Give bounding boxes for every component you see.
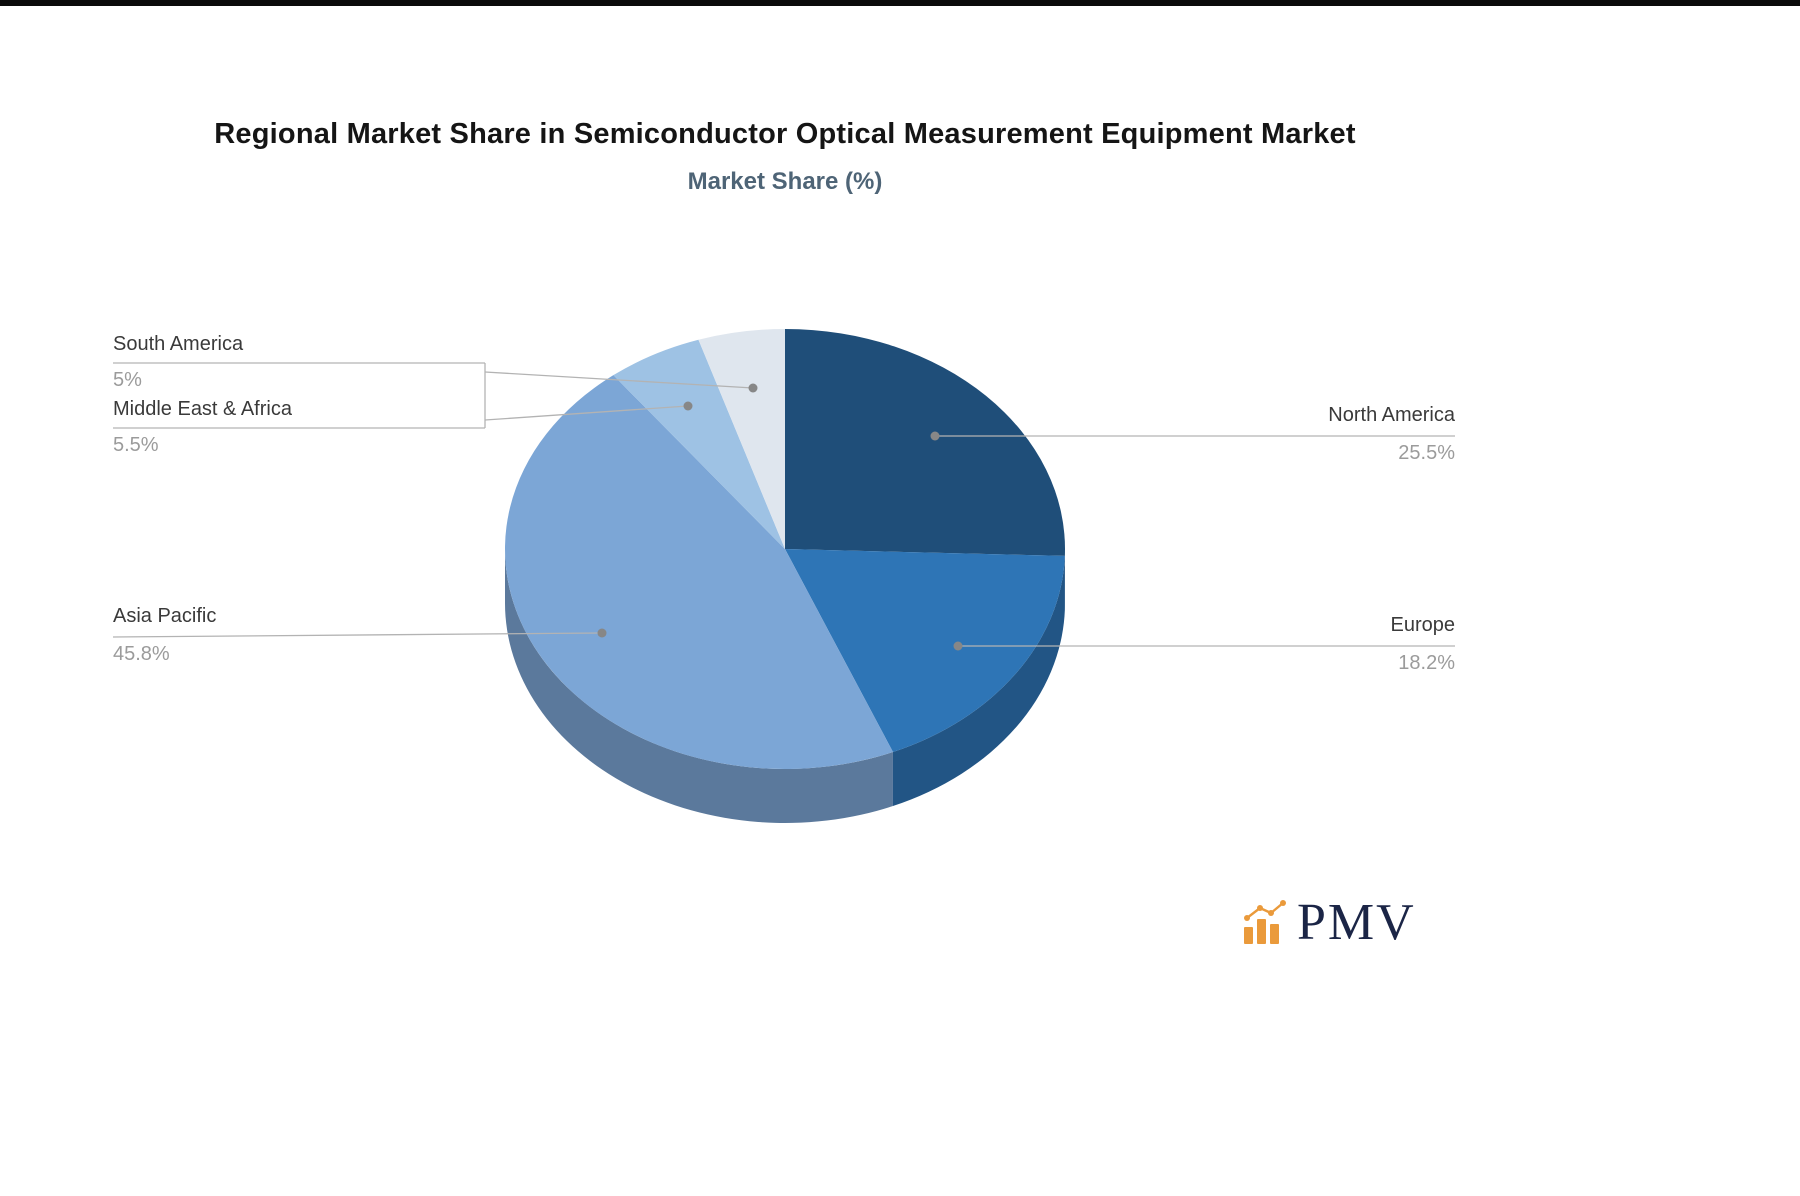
callout-value-asia-pacific: 45.8% xyxy=(113,643,170,665)
callout-leader-south-america xyxy=(484,371,754,389)
callout-label-europe: Europe xyxy=(1390,614,1456,636)
pie-slices xyxy=(505,329,1065,823)
pie-slice-side-europe xyxy=(892,555,1065,806)
callout-leader-lines xyxy=(112,362,1455,647)
callout-value-north-america: 25.5% xyxy=(1398,442,1455,464)
callout-dots xyxy=(597,383,963,651)
pie-slice-side-asia-pacific xyxy=(505,549,893,823)
chart-subtitle: Market Share (%) xyxy=(687,168,883,195)
callout-dot-europe xyxy=(953,641,963,651)
callout-leader-asia-pacific xyxy=(112,632,603,638)
callout-dot-north-america xyxy=(930,431,940,441)
callout-label-middle-east-africa: Middle East & Africa xyxy=(113,398,292,420)
callout-leader-middle-east-africa xyxy=(484,405,689,421)
pie-slice-asia-pacific xyxy=(505,375,893,769)
callout-label-asia-pacific: Asia Pacific xyxy=(113,605,217,627)
chart-title: Regional Market Share in Semiconductor O… xyxy=(214,118,1356,150)
top-edge xyxy=(0,0,1800,6)
pie-slice-north-america xyxy=(785,329,1065,556)
pie-slice-europe xyxy=(785,549,1065,752)
bar-chart-icon xyxy=(1244,900,1286,944)
callout-label-south-america: South America xyxy=(113,333,244,355)
callout-value-south-america: 5% xyxy=(113,369,142,391)
callout-value-europe: 18.2% xyxy=(1398,652,1455,674)
pie-slice-middle-east-africa xyxy=(613,339,785,549)
callout-label-north-america: North America xyxy=(1328,404,1455,426)
callout-dot-south-america xyxy=(748,383,758,393)
pmv-logo-text: PMV xyxy=(1297,894,1416,951)
pie-slice-south-america xyxy=(698,329,785,549)
callout-dot-middle-east-africa xyxy=(683,401,693,411)
callout-value-middle-east-africa: 5.5% xyxy=(113,434,159,456)
pmv-logo: PMV xyxy=(1238,896,1416,950)
callout-dot-asia-pacific xyxy=(597,628,607,638)
